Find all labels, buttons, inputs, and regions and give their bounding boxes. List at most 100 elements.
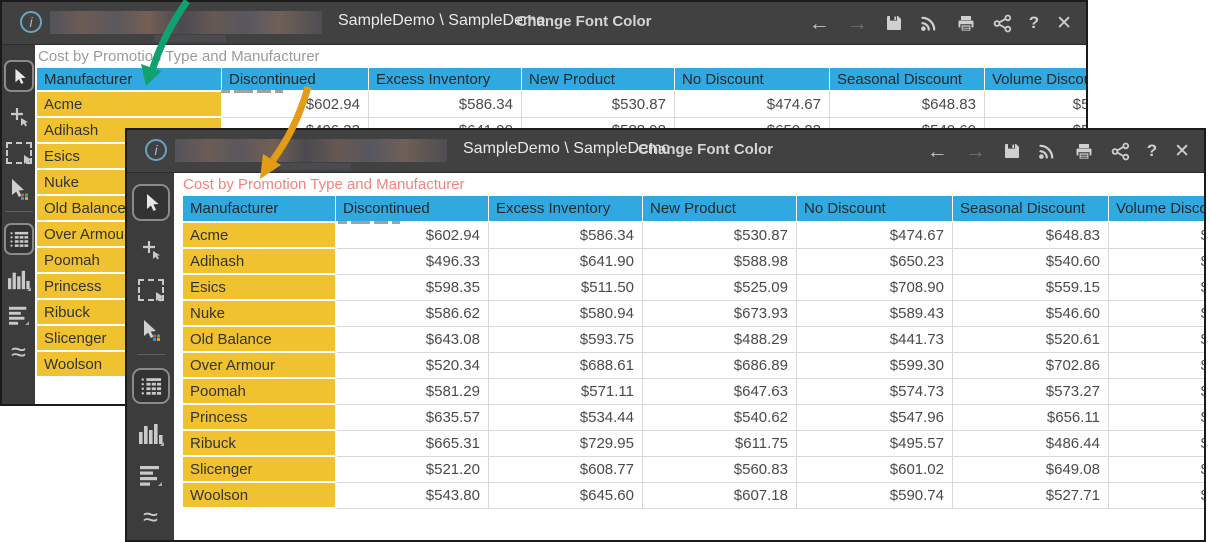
value-cell[interactable]: $521.20	[335, 456, 489, 483]
value-cell[interactable]: $474.67	[796, 222, 953, 249]
value-cell[interactable]: $660.65	[1108, 300, 1204, 327]
value-cell[interactable]: $555.39	[1108, 378, 1204, 405]
value-cell[interactable]: $573.38	[1108, 404, 1204, 431]
value-cell[interactable]: $729.95	[488, 430, 643, 457]
row-label[interactable]: Esics	[183, 274, 337, 301]
print-icon[interactable]	[1074, 142, 1094, 161]
value-cell[interactable]: $544.70	[1108, 248, 1204, 275]
value-cell[interactable]: $580.94	[488, 300, 643, 327]
value-cell[interactable]: $544.28	[1108, 482, 1204, 509]
value-cell[interactable]: $601.02	[796, 456, 953, 483]
row-label[interactable]: Princess	[183, 404, 337, 431]
info-icon[interactable]: i	[145, 139, 167, 161]
save-icon[interactable]	[885, 14, 903, 32]
value-cell[interactable]: $593.75	[488, 326, 643, 353]
select-cursor-tool[interactable]	[3, 60, 34, 92]
back-arrow-icon[interactable]: ←	[808, 11, 830, 35]
value-cell[interactable]: $702.86	[952, 352, 1109, 379]
value-cell[interactable]: $547.96	[796, 404, 953, 431]
grid-view-tool[interactable]	[3, 223, 34, 255]
column-header[interactable]: Discontinued	[221, 68, 369, 92]
value-cell[interactable]: $648.83	[952, 222, 1109, 249]
marquee-select-tool[interactable]	[137, 278, 164, 302]
value-cell[interactable]: $581.29	[335, 378, 489, 405]
row-label[interactable]: Slicenger	[183, 456, 337, 483]
row-label[interactable]: Over Armour	[183, 352, 337, 379]
value-cell[interactable]: $641.90	[488, 248, 643, 275]
row-label[interactable]: Nuke	[183, 300, 337, 327]
value-cell[interactable]: $599.30	[796, 352, 953, 379]
value-cell[interactable]: $520.61	[952, 326, 1109, 353]
value-cell[interactable]: $647.63	[642, 378, 797, 405]
value-cell[interactable]: $593.27	[1108, 352, 1204, 379]
value-cell[interactable]: $527.71	[952, 482, 1109, 509]
column-header[interactable]: Seasonal Discount	[952, 196, 1109, 223]
value-cell[interactable]: $649.08	[952, 456, 1109, 483]
text-lines-tool[interactable]	[139, 464, 163, 486]
text-lines-tool[interactable]	[8, 305, 30, 325]
value-cell[interactable]: $602.94	[335, 222, 489, 249]
value-cell[interactable]: $586.62	[335, 300, 489, 327]
row-label[interactable]: Old Balance	[183, 326, 337, 353]
value-cell[interactable]: $656.11	[952, 404, 1109, 431]
value-cell[interactable]: $665.31	[335, 430, 489, 457]
value-cell[interactable]: $525.09	[642, 274, 797, 301]
value-cell[interactable]: $574.73	[796, 378, 953, 405]
value-cell[interactable]: $588.98	[642, 248, 797, 275]
feed-icon[interactable]	[920, 14, 939, 32]
close-icon[interactable]: ✕	[1056, 12, 1072, 34]
value-cell[interactable]: $650.23	[796, 248, 953, 275]
value-cell[interactable]: $540.60	[952, 248, 1109, 275]
value-cell[interactable]: $589.43	[796, 300, 953, 327]
column-header[interactable]: Volume Discount	[984, 68, 1086, 92]
value-cell[interactable]: $488.29	[642, 326, 797, 353]
save-icon[interactable]	[1003, 142, 1021, 160]
help-icon[interactable]: ?	[1028, 13, 1040, 32]
add-pointer-tool[interactable]	[140, 239, 162, 261]
value-cell[interactable]: $540.62	[642, 404, 797, 431]
value-cell[interactable]: $573.27	[952, 378, 1109, 405]
forward-arrow-icon[interactable]: →	[964, 139, 986, 163]
report-title[interactable]: Cost by Promotion Type and Manufacturer	[183, 176, 465, 193]
value-cell[interactable]: $611.75	[642, 430, 797, 457]
value-cell[interactable]: $648.83	[829, 91, 985, 118]
column-header[interactable]: New Product	[521, 68, 675, 92]
titlebar[interactable]: i SampleDemo \ SampleDemo Change Font Co…	[127, 130, 1204, 173]
marquee-select-tool[interactable]	[5, 142, 32, 165]
value-cell[interactable]: $543.80	[335, 482, 489, 509]
feed-icon[interactable]	[1038, 142, 1057, 160]
value-cell[interactable]: $486.44	[952, 430, 1109, 457]
value-cell[interactable]: $474.67	[674, 91, 830, 118]
print-icon[interactable]	[956, 14, 976, 33]
value-cell[interactable]: $588.42	[1108, 456, 1204, 483]
value-cell[interactable]: $602.94	[221, 91, 369, 118]
row-label[interactable]: Ribuck	[183, 430, 337, 457]
value-cell[interactable]: $511.50	[488, 274, 643, 301]
column-header[interactable]: Excess Inventory	[368, 68, 522, 92]
value-cell[interactable]: $590.74	[796, 482, 953, 509]
bar-chart-tool[interactable]	[138, 422, 164, 446]
row-label[interactable]: Poomah	[183, 378, 337, 405]
column-header[interactable]: No Discount	[796, 196, 953, 223]
add-pointer-tool[interactable]	[8, 106, 30, 128]
value-cell[interactable]: $598.35	[335, 274, 489, 301]
value-cell[interactable]: $571.11	[488, 378, 643, 405]
value-cell[interactable]: $608.77	[488, 456, 643, 483]
value-cell[interactable]: $560.83	[642, 456, 797, 483]
share-icon[interactable]	[1111, 142, 1130, 161]
share-icon[interactable]	[993, 14, 1012, 33]
row-label[interactable]: Acme	[37, 91, 223, 118]
close-icon[interactable]: ✕	[1174, 140, 1190, 162]
column-header[interactable]: Volume Discount	[1108, 196, 1204, 223]
help-icon[interactable]: ?	[1146, 141, 1158, 160]
value-cell[interactable]: $557.06	[1108, 274, 1204, 301]
value-cell[interactable]: $546.93	[1108, 222, 1204, 249]
multi-select-pointer-tool[interactable]	[8, 178, 30, 200]
select-cursor-tool[interactable]	[131, 184, 170, 221]
column-header[interactable]: New Product	[642, 196, 797, 223]
wave-tool[interactable]: ≈	[11, 339, 26, 366]
value-cell[interactable]: $645.60	[488, 482, 643, 509]
row-label[interactable]: Woolson	[183, 482, 337, 509]
value-cell[interactable]: $586.34	[488, 222, 643, 249]
value-cell[interactable]: $686.89	[642, 352, 797, 379]
